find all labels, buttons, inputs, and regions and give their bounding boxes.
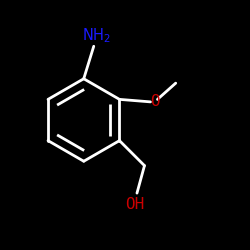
Text: OH: OH: [125, 197, 144, 212]
Text: NH$_2$: NH$_2$: [82, 26, 111, 45]
Text: O: O: [150, 94, 159, 110]
